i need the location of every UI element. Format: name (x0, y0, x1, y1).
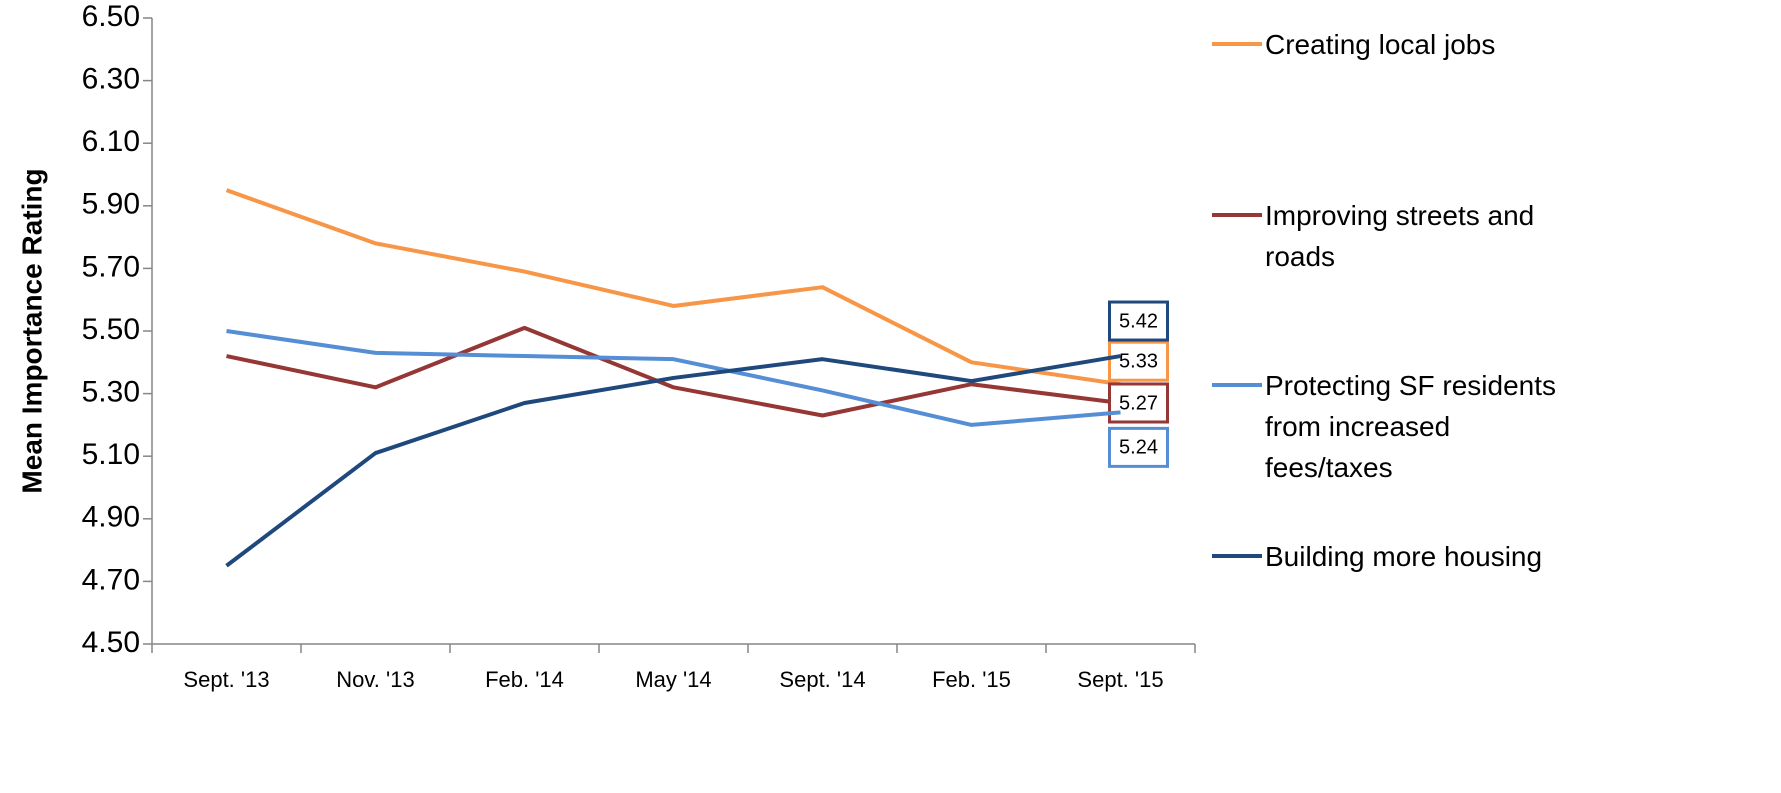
legend-item: Building more housing (1212, 536, 1585, 577)
y-tick-label: 5.50 (82, 313, 140, 346)
x-tick-label: Sept. '13 (183, 667, 269, 692)
legend-label: Improving streets and roads (1265, 200, 1535, 272)
x-tick-label: Feb. '15 (932, 667, 1011, 692)
legend-item: Creating local jobs (1212, 24, 1585, 65)
y-tick-label: 5.90 (82, 188, 140, 221)
legend-swatch (1212, 383, 1262, 387)
x-tick-label: May '14 (635, 667, 711, 692)
data-label-box (1108, 340, 1169, 382)
data-label-box (1108, 426, 1169, 468)
y-tick-label: 6.30 (82, 63, 140, 96)
y-tick-label: 6.10 (82, 125, 140, 158)
y-tick-label: 6.50 (82, 0, 140, 33)
legend-label: Protecting SF residents from increased f… (1265, 370, 1557, 483)
x-tick-label: Sept. '15 (1077, 667, 1163, 692)
legend-swatch (1212, 554, 1262, 558)
y-tick-label: 4.90 (82, 501, 140, 534)
series-line (226, 329, 1121, 427)
legend-swatch (1212, 213, 1262, 217)
legend-label: Creating local jobs (1265, 29, 1496, 60)
series-line (225, 188, 1121, 387)
y-tick-label: 5.10 (82, 438, 140, 471)
y-tick-label: 4.70 (82, 563, 140, 596)
legend-item: Improving streets and roads (1212, 195, 1585, 277)
legend-label: Building more housing (1265, 541, 1543, 572)
series-line (226, 325, 1121, 418)
y-tick-label: 4.50 (82, 626, 140, 659)
data-label: 5.33 (1119, 350, 1158, 372)
series-line (225, 354, 1121, 568)
legend-swatch (1212, 42, 1262, 46)
data-label: 5.42 (1119, 310, 1158, 332)
legend-item: Protecting SF residents from increased f… (1212, 365, 1585, 488)
data-label-box (1108, 382, 1169, 424)
x-tick-label: Sept. '14 (779, 667, 865, 692)
y-axis-label: Mean Importance Rating (16, 168, 47, 493)
x-tick-label: Feb. '14 (485, 667, 564, 692)
data-label: 5.24 (1119, 437, 1158, 459)
data-label-box (1108, 300, 1169, 342)
data-label: 5.27 (1119, 392, 1158, 414)
y-tick-label: 5.30 (82, 376, 140, 409)
x-tick-label: Nov. '13 (336, 667, 414, 692)
y-tick-label: 5.70 (82, 250, 140, 283)
